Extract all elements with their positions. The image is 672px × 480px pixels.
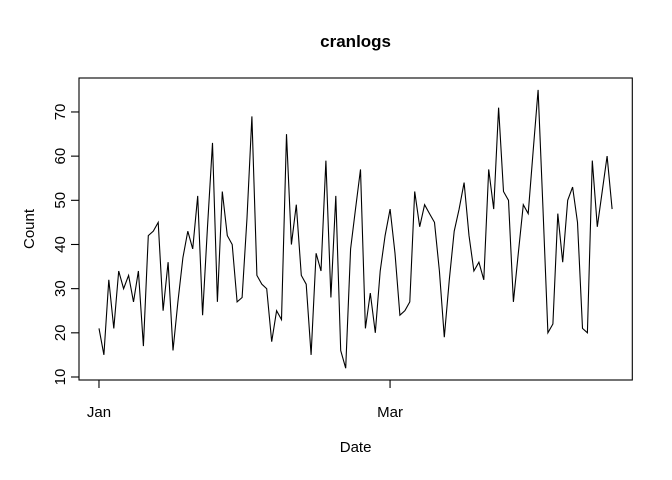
y-tick-label: 60 (52, 148, 69, 165)
y-tick-label: 70 (52, 104, 69, 121)
plot-title: cranlogs (320, 32, 391, 51)
x-tick-label: Mar (377, 404, 403, 421)
y-tick-label: 40 (52, 236, 69, 253)
axes-layer: 10 20 30 40 50 60 70 Jan Mar (52, 104, 403, 421)
y-axis-title: Count (21, 208, 38, 249)
x-axis-title: Date (340, 439, 372, 456)
data-layer (98, 89, 613, 369)
y-tick-label: 20 (52, 324, 69, 341)
y-tick-label: 30 (52, 280, 69, 297)
data-series-line (98, 89, 613, 369)
y-tick-label: 10 (52, 369, 69, 386)
y-tick-label: 50 (52, 192, 69, 209)
x-tick-label: Jan (87, 404, 111, 421)
plot-box (78, 77, 633, 381)
